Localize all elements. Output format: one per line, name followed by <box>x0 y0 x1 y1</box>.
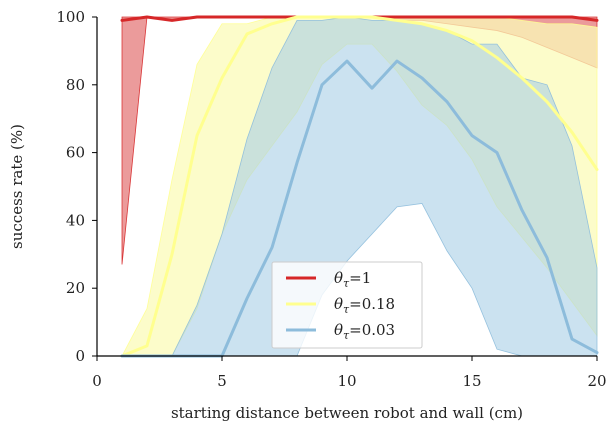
x-tick-label: 15 <box>462 372 481 390</box>
legend-label-3: θτ=0.03 <box>334 321 395 342</box>
y-tick-label: 0 <box>75 347 85 365</box>
x-tick-label: 20 <box>587 372 606 390</box>
legend-box <box>271 261 423 349</box>
line-series-2 <box>120 15 599 358</box>
x-tick-label: 0 <box>92 372 102 390</box>
y-tick-label: 80 <box>66 76 85 94</box>
y-tick-label: 40 <box>66 211 85 229</box>
x-tick-label: 5 <box>217 372 227 390</box>
tick-labels: 0 5 10 15 20 0 20 40 60 80 100 <box>56 8 606 390</box>
y-tick-label: 100 <box>56 8 85 26</box>
legend: θτ=1 θτ=0.18 θτ=0.03 <box>271 261 423 349</box>
y-tick-label: 20 <box>66 279 85 297</box>
y-axis-label: success rate (%) <box>8 124 26 249</box>
legend-label-2: θτ=0.18 <box>334 295 395 316</box>
y-tick-label: 60 <box>66 144 85 162</box>
x-axis-label: starting distance between robot and wall… <box>171 404 523 422</box>
legend-label-1: θτ=1 <box>334 269 371 290</box>
x-tick-label: 10 <box>337 372 356 390</box>
